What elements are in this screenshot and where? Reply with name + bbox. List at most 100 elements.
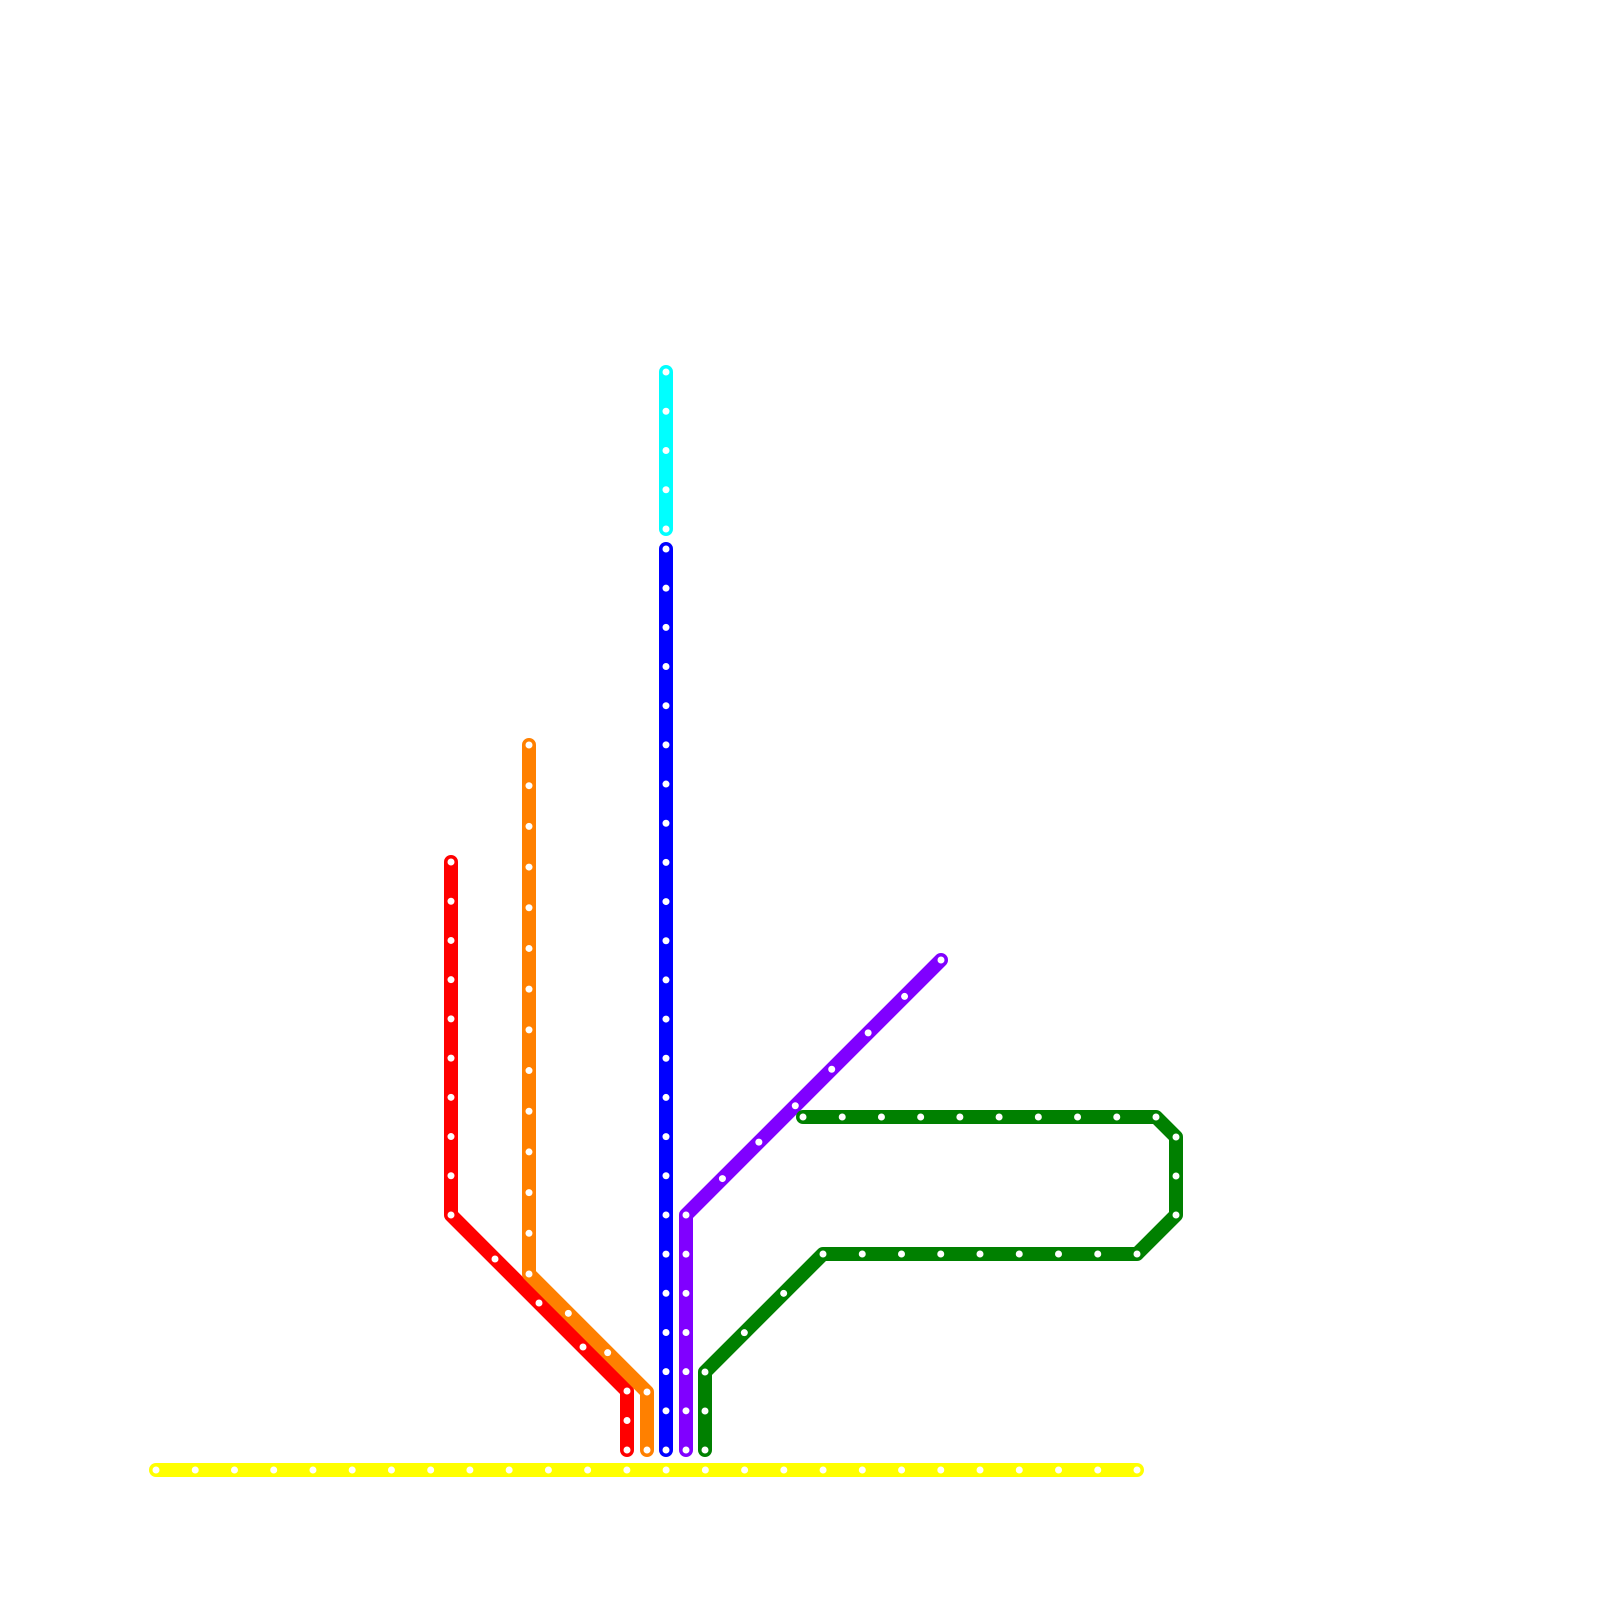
station: [447, 1172, 455, 1180]
station: [447, 1093, 455, 1101]
line-group: [698, 1110, 1183, 1457]
station: [858, 1250, 866, 1258]
station: [447, 1211, 455, 1219]
station: [447, 1015, 455, 1023]
station: [1133, 1250, 1141, 1258]
station: [718, 1175, 726, 1183]
station: [491, 1255, 499, 1263]
station: [525, 1148, 533, 1156]
station: [662, 1211, 670, 1219]
station: [701, 1407, 709, 1415]
station: [662, 976, 670, 984]
station: [564, 1309, 572, 1317]
station: [579, 1343, 587, 1351]
station: [466, 1466, 474, 1474]
station: [525, 1189, 533, 1197]
line-group: [659, 365, 673, 536]
station: [662, 584, 670, 592]
station: [447, 1133, 455, 1141]
station: [799, 1113, 807, 1121]
station: [917, 1113, 925, 1121]
station: [662, 525, 670, 533]
station: [1074, 1113, 1082, 1121]
station: [662, 1250, 670, 1258]
station: [755, 1138, 763, 1146]
station: [525, 782, 533, 790]
station: [505, 1466, 513, 1474]
station: [191, 1466, 199, 1474]
station: [682, 1407, 690, 1415]
station: [662, 1015, 670, 1023]
station: [643, 1446, 651, 1454]
station: [662, 663, 670, 671]
station: [623, 1466, 631, 1474]
station: [780, 1289, 788, 1297]
station: [1133, 1466, 1141, 1474]
station: [1094, 1250, 1102, 1258]
station: [1055, 1466, 1063, 1474]
station: [864, 1029, 872, 1037]
route-line: [522, 738, 654, 1457]
station: [791, 1102, 799, 1110]
station: [877, 1113, 885, 1121]
station: [525, 741, 533, 749]
route-line: [444, 855, 634, 1457]
station: [662, 447, 670, 454]
station: [1152, 1113, 1160, 1121]
station: [447, 936, 455, 944]
station: [525, 863, 533, 871]
station: [1015, 1250, 1023, 1258]
station: [427, 1466, 435, 1474]
station: [544, 1466, 552, 1474]
station: [780, 1466, 788, 1474]
station: [682, 1446, 690, 1454]
station: [682, 1211, 690, 1219]
station: [1094, 1466, 1102, 1474]
line-group: [149, 1463, 1144, 1477]
station: [701, 1446, 709, 1454]
station: [662, 1093, 670, 1101]
station: [838, 1113, 846, 1121]
station: [662, 407, 670, 415]
station: [1172, 1172, 1180, 1180]
station: [662, 937, 670, 945]
station: [525, 1229, 533, 1237]
station: [1015, 1466, 1023, 1474]
station: [1172, 1211, 1180, 1219]
station: [662, 858, 670, 866]
station: [662, 741, 670, 749]
station: [623, 1417, 631, 1424]
station: [956, 1113, 964, 1121]
station: [662, 1466, 670, 1474]
station: [447, 976, 455, 984]
station: [901, 992, 909, 1000]
station: [525, 1026, 533, 1034]
station: [1172, 1133, 1180, 1141]
station: [525, 904, 533, 912]
station: [230, 1466, 238, 1474]
station: [1055, 1250, 1062, 1258]
station: [662, 545, 670, 553]
station: [662, 486, 670, 494]
station: [535, 1299, 543, 1307]
station: [309, 1466, 317, 1474]
station: [682, 1329, 690, 1336]
station: [937, 956, 945, 964]
station: [643, 1388, 651, 1396]
station: [662, 702, 670, 710]
station: [447, 897, 455, 905]
station: [740, 1329, 748, 1337]
station: [584, 1466, 592, 1474]
station: [937, 1250, 945, 1258]
station: [525, 1107, 533, 1115]
station: [819, 1466, 827, 1474]
station: [604, 1349, 612, 1357]
station: [525, 1270, 533, 1278]
station: [937, 1466, 945, 1474]
station: [976, 1466, 984, 1474]
station: [741, 1466, 749, 1474]
station: [701, 1466, 709, 1474]
station: [525, 822, 533, 830]
station: [662, 898, 670, 906]
